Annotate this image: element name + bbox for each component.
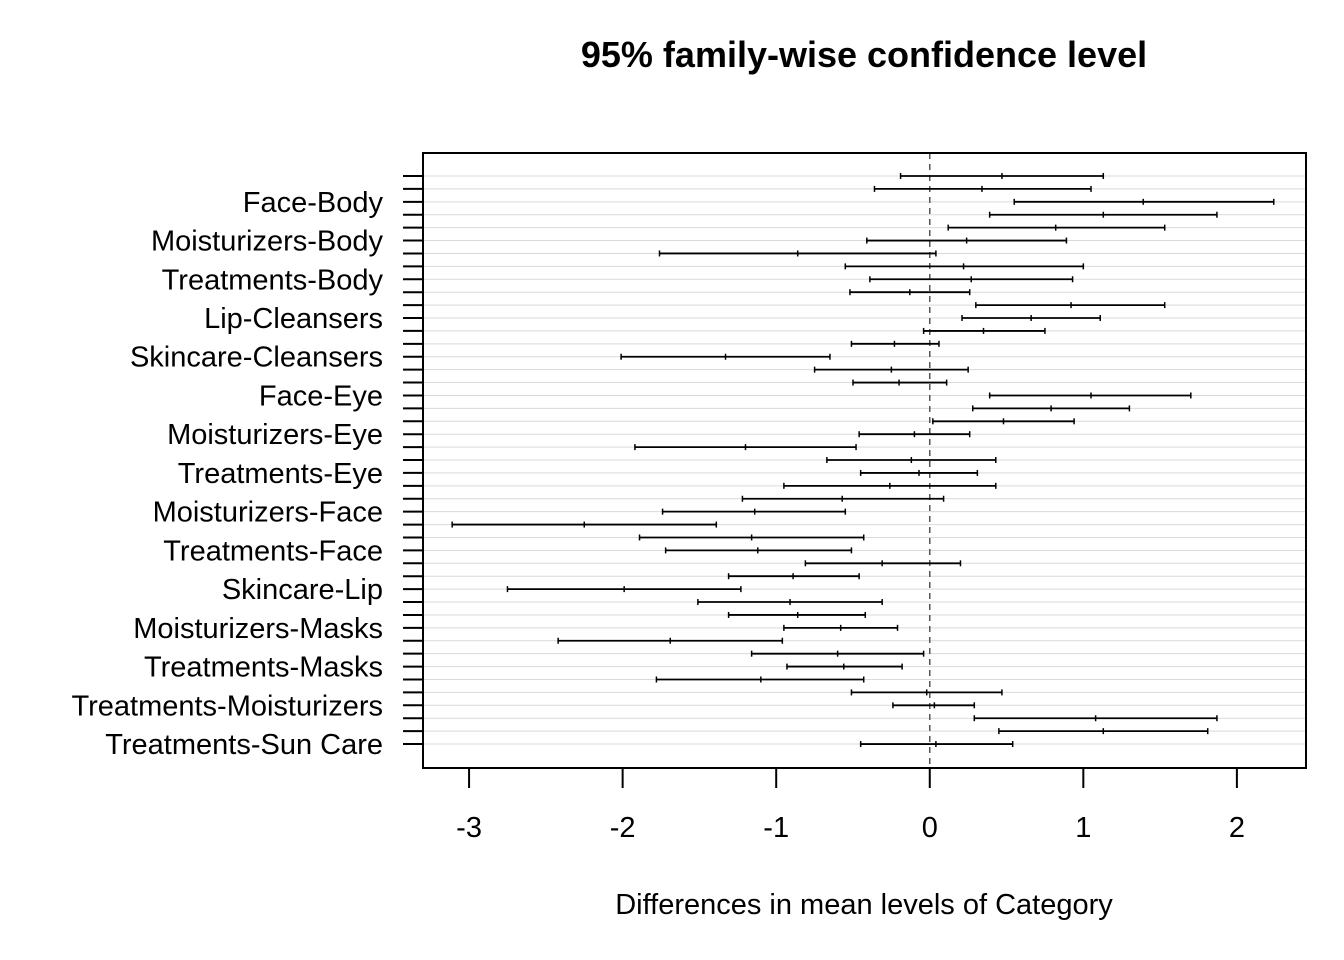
x-tick-label: -2 (610, 812, 636, 844)
y-tick-label: Moisturizers-Masks (133, 613, 383, 645)
y-tick-label: Treatments-Body (162, 264, 384, 296)
y-tick-label: Skincare-Cleansers (130, 342, 383, 374)
confidence-intervals (451, 173, 1275, 748)
y-tick-label: Face-Eye (259, 380, 383, 412)
y-axis: Face-Body Moisturizers-Body Treatments-Bod… (71, 175, 423, 761)
y-tick-label: Treatments-Moisturizers (71, 690, 383, 722)
y-tick-label: Moisturizers-Body (151, 226, 384, 258)
x-axis: -3 -2 -1 0 1 2 (456, 767, 1245, 844)
y-tick-label: Treatments-Masks (144, 652, 383, 684)
y-tick-label: Skincare-Lip (222, 574, 383, 606)
x-tick-label: 0 (922, 812, 938, 844)
x-tick-label: -1 (763, 812, 789, 844)
x-tick-label: 1 (1075, 812, 1091, 844)
y-tick-label: Face-Body (243, 187, 384, 219)
chart-title: 95% family-wise confidence level (581, 34, 1147, 75)
y-tick-label: Lip-Cleansers (204, 303, 383, 335)
x-tick-label: -3 (456, 812, 482, 844)
x-tick-label: 2 (1229, 812, 1245, 844)
y-tick-label: Treatments-Sun Care (105, 729, 383, 761)
y-tick-label: Treatments-Eye (178, 458, 383, 490)
y-tick-label: Moisturizers-Eye (167, 419, 383, 451)
y-tick-label: Moisturizers-Face (153, 497, 383, 529)
y-tick-label: Treatments-Face (163, 535, 383, 567)
x-axis-label: Differences in mean levels of Category (615, 889, 1113, 921)
